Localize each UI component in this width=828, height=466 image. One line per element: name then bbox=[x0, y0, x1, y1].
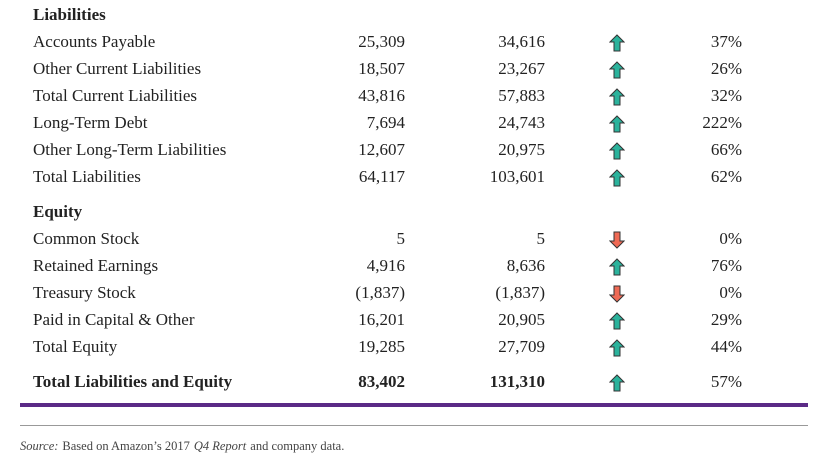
percent-change: 44% bbox=[710, 337, 742, 356]
source-emphasis: Q4 Report bbox=[193, 439, 247, 453]
value-2017: 34,616 bbox=[498, 32, 545, 51]
value-2017: 57,883 bbox=[498, 86, 545, 105]
source-text: Based on Amazon’s 2017 bbox=[62, 439, 190, 453]
percent-change: 76% bbox=[710, 256, 742, 275]
row-label: Other Long-Term Liabilities bbox=[33, 140, 227, 159]
row-label: Long-Term Debt bbox=[33, 113, 148, 132]
value-2017: 24,743 bbox=[498, 113, 545, 132]
gray-rule bbox=[20, 425, 808, 426]
row-label: Total Liabilities and Equity bbox=[33, 372, 233, 391]
value-2016: 5 bbox=[396, 229, 406, 248]
section-title: Liabilities bbox=[33, 5, 106, 24]
percent-change: 62% bbox=[710, 167, 742, 186]
value-2017: 20,975 bbox=[498, 140, 545, 159]
purple-rule bbox=[20, 403, 808, 407]
row-label: Total Equity bbox=[33, 337, 118, 356]
value-2017: 8,636 bbox=[506, 256, 545, 275]
percent-change: 26% bbox=[710, 59, 742, 78]
value-2017: 131,310 bbox=[489, 372, 545, 391]
percent-change: 222% bbox=[702, 113, 742, 132]
value-2016: 43,816 bbox=[358, 86, 405, 105]
value-2016: 19,285 bbox=[358, 337, 405, 356]
row-label: Other Current Liabilities bbox=[33, 59, 202, 78]
value-2016: 25,309 bbox=[358, 32, 405, 51]
up-arrow bbox=[609, 34, 625, 52]
source-note: Source: Based on Amazon’s 2017 Q4 Report an… bbox=[20, 439, 348, 454]
row-label: Common Stock bbox=[33, 229, 140, 248]
up-arrow bbox=[609, 169, 625, 187]
up-arrow bbox=[609, 258, 625, 276]
percent-change: 66% bbox=[710, 140, 742, 159]
value-2016: 83,402 bbox=[358, 372, 405, 391]
value-2016: 16,201 bbox=[358, 310, 405, 329]
value-2016: 4,916 bbox=[366, 256, 405, 275]
value-2016: 18,507 bbox=[358, 59, 405, 78]
up-arrow bbox=[609, 61, 625, 79]
percent-change: 57% bbox=[710, 372, 742, 391]
value-2016: 7,694 bbox=[366, 113, 405, 132]
value-2017: (1,837) bbox=[495, 283, 545, 302]
up-arrow bbox=[609, 142, 625, 160]
percent-change: 0% bbox=[719, 229, 742, 248]
value-2017: 23,267 bbox=[498, 59, 545, 78]
row-label: Total Liabilities bbox=[33, 167, 141, 186]
source-label: Source: bbox=[20, 439, 59, 453]
row-label: Accounts Payable bbox=[33, 32, 156, 51]
value-2016: 64,117 bbox=[358, 167, 405, 186]
up-arrow bbox=[609, 339, 625, 357]
percent-change: 0% bbox=[719, 283, 742, 302]
row-label: Treasury Stock bbox=[33, 283, 136, 302]
percent-change: 32% bbox=[710, 86, 742, 105]
up-arrow bbox=[609, 115, 625, 133]
row-label: Paid in Capital & Other bbox=[33, 310, 195, 329]
value-2017: 27,709 bbox=[498, 337, 545, 356]
up-arrow bbox=[609, 374, 625, 392]
down-arrow bbox=[609, 285, 625, 303]
value-2017: 20,905 bbox=[498, 310, 545, 329]
value-2017: 103,601 bbox=[489, 167, 545, 186]
up-arrow bbox=[609, 88, 625, 106]
percent-change: 29% bbox=[710, 310, 742, 329]
value-2017: 5 bbox=[536, 229, 546, 248]
value-2016: (1,837) bbox=[355, 283, 405, 302]
section-title: Equity bbox=[33, 202, 83, 221]
up-arrow bbox=[609, 312, 625, 330]
value-2016: 12,607 bbox=[358, 140, 405, 159]
down-arrow bbox=[609, 231, 625, 249]
percent-change: 37% bbox=[710, 32, 742, 51]
row-label: Retained Earnings bbox=[33, 256, 159, 275]
source-text: and company data. bbox=[250, 439, 345, 453]
row-label: Total Current Liabilities bbox=[33, 86, 198, 105]
